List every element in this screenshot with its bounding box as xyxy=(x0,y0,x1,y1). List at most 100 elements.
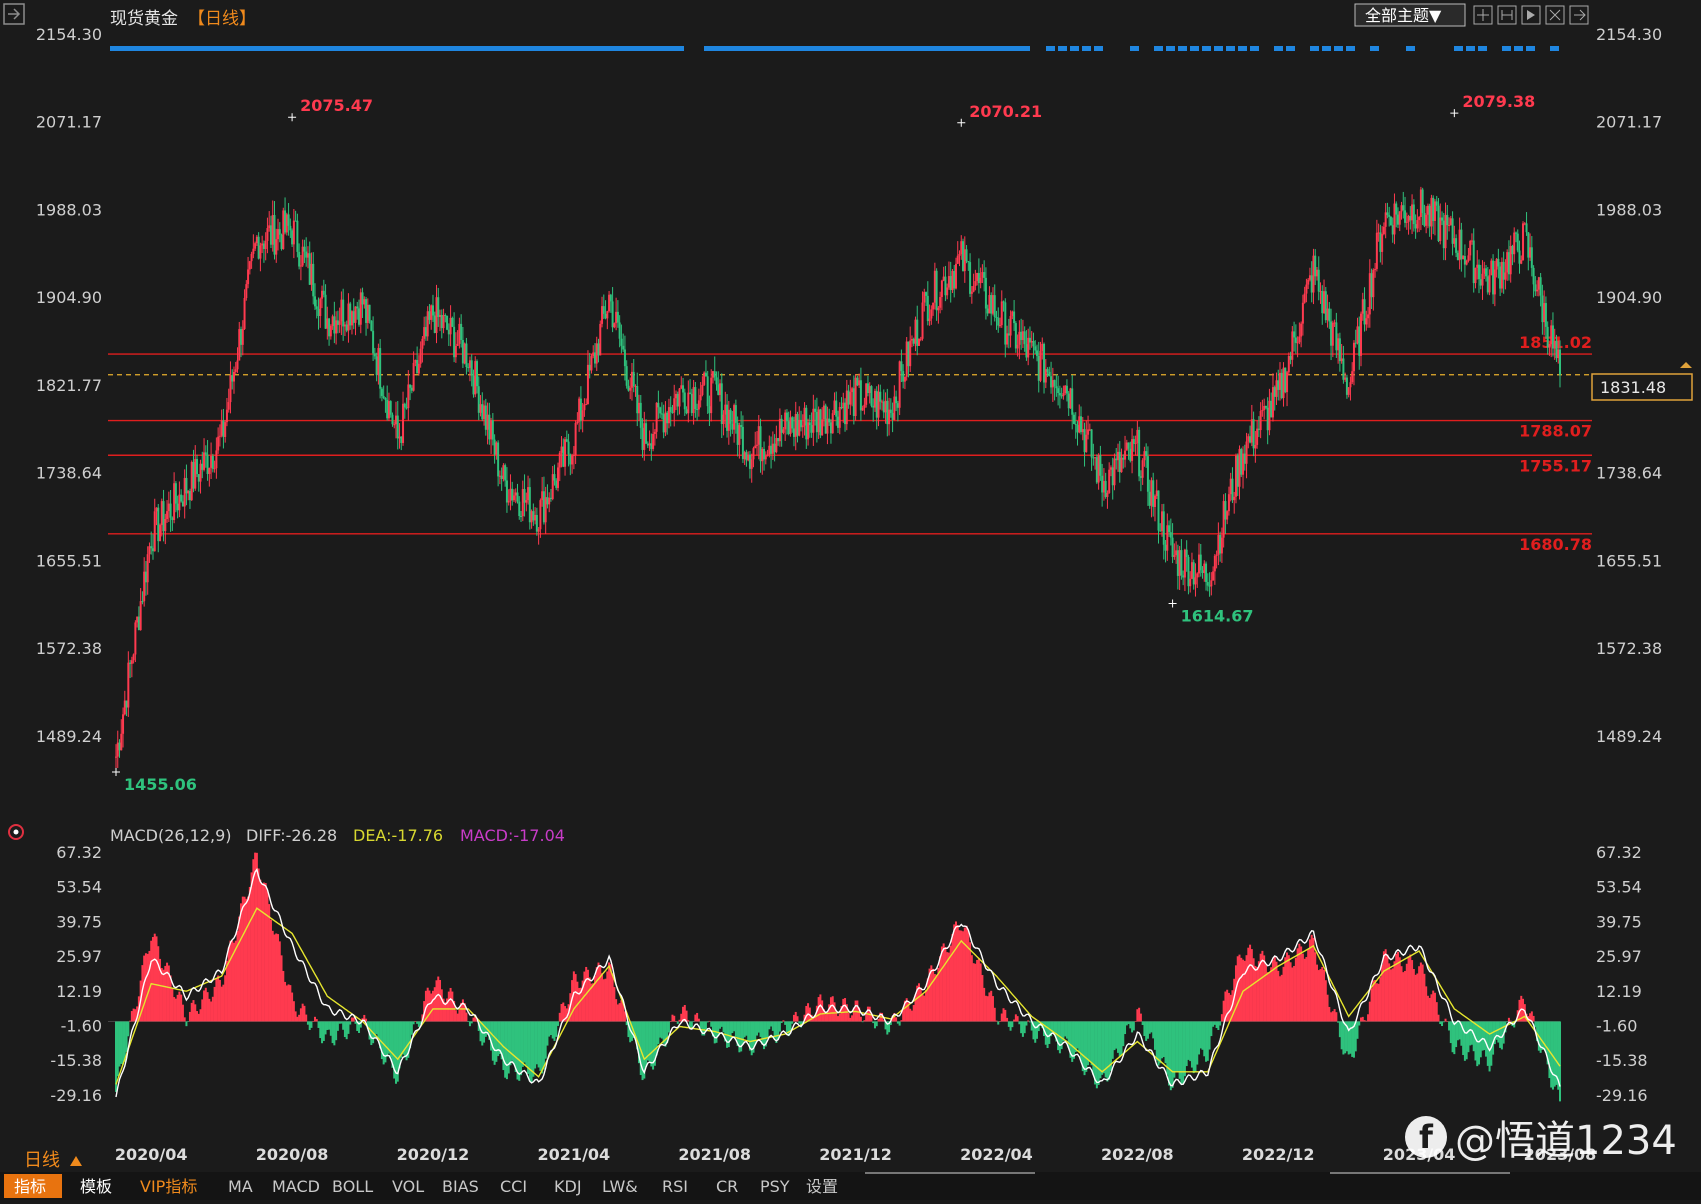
candle-body xyxy=(736,422,739,445)
macd-bar xyxy=(814,1014,817,1022)
candle-body xyxy=(373,353,376,357)
candle-body xyxy=(1548,344,1551,348)
macd-bar xyxy=(159,958,162,1022)
candle-body xyxy=(546,497,549,505)
macd-bar xyxy=(365,1018,368,1022)
candle-body xyxy=(370,320,373,331)
diff-line xyxy=(115,867,1561,1098)
macd-bar xyxy=(1370,988,1373,1022)
macd-bar xyxy=(229,940,232,1022)
tab-0[interactable]: 指标 xyxy=(14,1177,46,1196)
event-strip-dot xyxy=(1178,46,1187,51)
macd-bar xyxy=(162,969,165,1022)
candle-body xyxy=(1102,480,1105,493)
macd-bar xyxy=(870,1013,873,1022)
tab-2[interactable]: VIP指标 xyxy=(140,1177,197,1196)
tab-3[interactable]: MA xyxy=(228,1177,253,1196)
candle-body xyxy=(940,280,943,298)
crosshair-tool-icon[interactable] xyxy=(1473,5,1493,25)
macd-bar xyxy=(1544,1021,1547,1053)
candle-body xyxy=(1527,232,1530,258)
macd-bar xyxy=(1092,1021,1095,1075)
tab-1[interactable]: 模板 xyxy=(80,1177,112,1196)
play-tool-icon[interactable] xyxy=(1521,5,1541,25)
macd-bar xyxy=(979,963,982,1022)
tab-12[interactable]: CR xyxy=(716,1177,738,1196)
candle-body xyxy=(641,427,644,450)
tab-14[interactable]: 设置 xyxy=(806,1177,838,1196)
candle-body xyxy=(548,497,551,505)
candle-body xyxy=(535,514,538,532)
period-up-icon[interactable] xyxy=(70,1156,82,1166)
macd-bar xyxy=(759,1021,762,1037)
candle-body xyxy=(134,622,137,655)
macd-bar xyxy=(1164,1021,1167,1064)
macd-bar xyxy=(500,1021,503,1060)
tab-13[interactable]: PSY xyxy=(760,1177,790,1196)
theme-selector[interactable]: 全部主题▼ xyxy=(1354,3,1466,27)
macd-bar xyxy=(1356,1021,1359,1039)
candle-body xyxy=(636,386,639,414)
tab-9[interactable]: KDJ xyxy=(554,1177,582,1196)
tab-5[interactable]: BOLL xyxy=(332,1177,373,1196)
macd-tick-left: -1.60 xyxy=(61,1016,102,1035)
macd-bar xyxy=(391,1021,394,1068)
macd-bar xyxy=(412,1021,415,1025)
candle-body xyxy=(932,302,935,310)
fullscreen-tool-icon[interactable] xyxy=(1545,5,1565,25)
candle-body xyxy=(1446,214,1449,226)
tab-11[interactable]: RSI xyxy=(662,1177,688,1196)
tab-6[interactable]: VOL xyxy=(392,1177,424,1196)
tab-7[interactable]: BIAS xyxy=(442,1177,479,1196)
macd-bar xyxy=(238,916,241,1022)
candle-body xyxy=(889,409,892,413)
macd-bar xyxy=(125,1021,128,1052)
candle-body xyxy=(1171,537,1174,557)
macd-bar xyxy=(720,1021,723,1027)
candle-body xyxy=(486,414,489,430)
candle-body xyxy=(1030,341,1033,343)
macd-bar xyxy=(1055,1021,1058,1042)
macd-bar xyxy=(409,1021,412,1049)
candle-body xyxy=(1099,455,1102,476)
candle-body xyxy=(990,295,993,314)
candle-body xyxy=(653,431,656,434)
event-strip-dot xyxy=(1214,46,1223,51)
macd-bar xyxy=(456,1013,459,1022)
candle-body xyxy=(375,356,378,376)
theme-selector-label[interactable]: 全部主题▼ xyxy=(1365,6,1442,25)
macd-bar xyxy=(1354,1021,1357,1052)
header-corner-icon[interactable] xyxy=(3,3,25,25)
macd-bar xyxy=(301,1003,304,1022)
candle-body xyxy=(1421,189,1424,214)
macd-bar xyxy=(738,1021,741,1053)
macd-bar xyxy=(247,896,250,1022)
candle-body xyxy=(771,443,774,454)
macd-bar xyxy=(1261,950,1264,1022)
macd-bar xyxy=(986,996,989,1022)
zoom-in-tool-icon[interactable] xyxy=(1497,5,1517,25)
indicator-settings-icon[interactable] xyxy=(8,824,24,840)
price-tick-left: 1655.51 xyxy=(36,551,102,570)
macd-bar xyxy=(393,1021,396,1079)
macd-bar xyxy=(1249,944,1252,1022)
candle-body xyxy=(187,491,190,494)
tab-4[interactable]: MACD xyxy=(272,1177,320,1196)
tab-10[interactable]: LW& xyxy=(602,1177,638,1196)
candle-body xyxy=(345,324,348,331)
candle-body xyxy=(528,487,531,523)
candle-body xyxy=(495,442,498,455)
macd-bar xyxy=(946,952,949,1022)
tab-8[interactable]: CCI xyxy=(500,1177,527,1196)
bottom-period-label[interactable]: 日线 xyxy=(24,1150,60,1171)
candle-body xyxy=(412,362,415,391)
candle-body xyxy=(127,662,130,708)
macd-bar xyxy=(453,1000,456,1022)
candle-body xyxy=(815,411,818,433)
candle-body xyxy=(1444,214,1447,249)
candle-body xyxy=(858,380,861,386)
candle-body xyxy=(608,294,611,312)
candle-body xyxy=(882,401,885,413)
macd-bar xyxy=(440,989,443,1022)
exit-tool-icon[interactable] xyxy=(1569,5,1589,25)
